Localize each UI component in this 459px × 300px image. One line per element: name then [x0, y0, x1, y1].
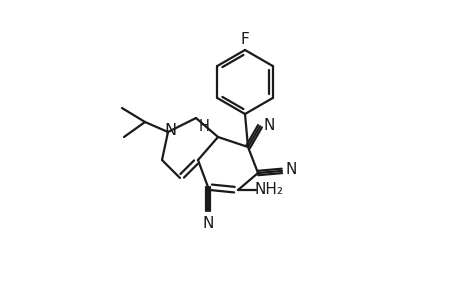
- Text: N: N: [263, 118, 274, 133]
- Text: N: N: [285, 162, 296, 177]
- Text: H: H: [198, 118, 209, 134]
- Text: N: N: [202, 215, 213, 230]
- Text: NH₂: NH₂: [254, 182, 283, 197]
- Text: F: F: [240, 32, 249, 46]
- Text: N: N: [163, 122, 176, 137]
